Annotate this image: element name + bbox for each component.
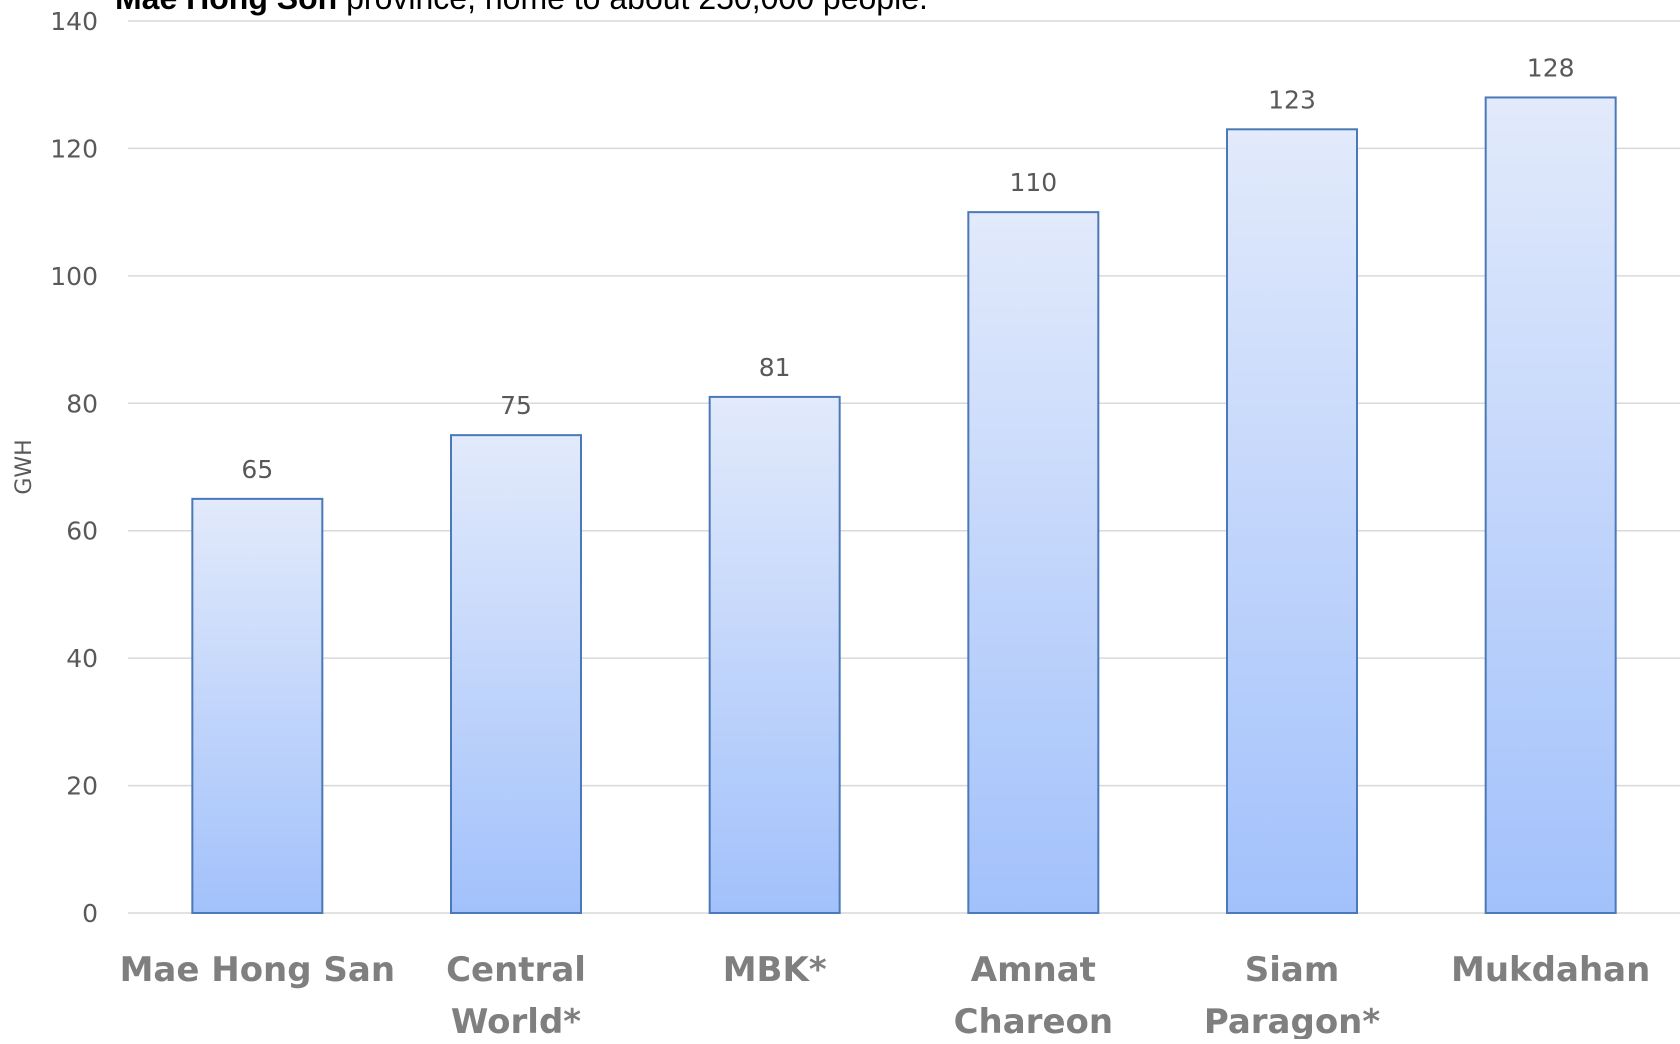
y-tick-label: 140 bbox=[50, 7, 98, 36]
x-tick-label: Amnat Chareon bbox=[954, 950, 1114, 1039]
y-tick-label: 40 bbox=[66, 644, 98, 673]
bar bbox=[191, 497, 324, 914]
y-tick-label: 80 bbox=[66, 389, 98, 418]
bar bbox=[1226, 128, 1358, 915]
y-tick-label: 120 bbox=[50, 134, 98, 163]
data-label: 65 bbox=[241, 455, 273, 484]
y-axis-ticks: 0 20 40 60 80 100 120 140 bbox=[50, 7, 98, 928]
gridlines bbox=[128, 20, 1680, 914]
data-label: 128 bbox=[1527, 53, 1575, 82]
x-axis-ticks: Mae Hong San Central World* MBK* Amnat Chareo… bbox=[120, 950, 1651, 1042]
data-label: 110 bbox=[1009, 168, 1057, 197]
caption-bold-text: Mae Hong Son bbox=[115, 0, 337, 16]
data-label: 81 bbox=[759, 353, 791, 382]
x-tick-label: MBK* bbox=[723, 950, 827, 990]
x-tick-label: Mae Hong San bbox=[120, 950, 396, 990]
y-tick-label: 0 bbox=[82, 899, 98, 928]
bar bbox=[450, 434, 582, 914]
bar bbox=[708, 395, 841, 914]
y-tick-label: 20 bbox=[66, 772, 98, 801]
y-tick-label: 100 bbox=[50, 262, 98, 291]
y-axis-label: GWH bbox=[12, 439, 37, 494]
bar bbox=[1484, 96, 1617, 914]
x-tick-label: Mukdahan bbox=[1451, 950, 1650, 990]
chart-caption: Mae Hong Son province, home to about 250… bbox=[115, 0, 928, 17]
bars bbox=[191, 96, 1617, 915]
data-label: 123 bbox=[1268, 85, 1316, 114]
x-tick-label: Siam Paragon* bbox=[1204, 950, 1381, 1039]
bar bbox=[967, 211, 1100, 914]
data-label: 75 bbox=[500, 391, 532, 420]
x-tick-label: Central World* bbox=[446, 950, 586, 1039]
caption-rest-text: province, home to about 250,000 people. bbox=[337, 0, 928, 16]
data-labels: 65 75 81 110 123 128 bbox=[241, 53, 1574, 483]
y-tick-label: 60 bbox=[66, 517, 98, 546]
